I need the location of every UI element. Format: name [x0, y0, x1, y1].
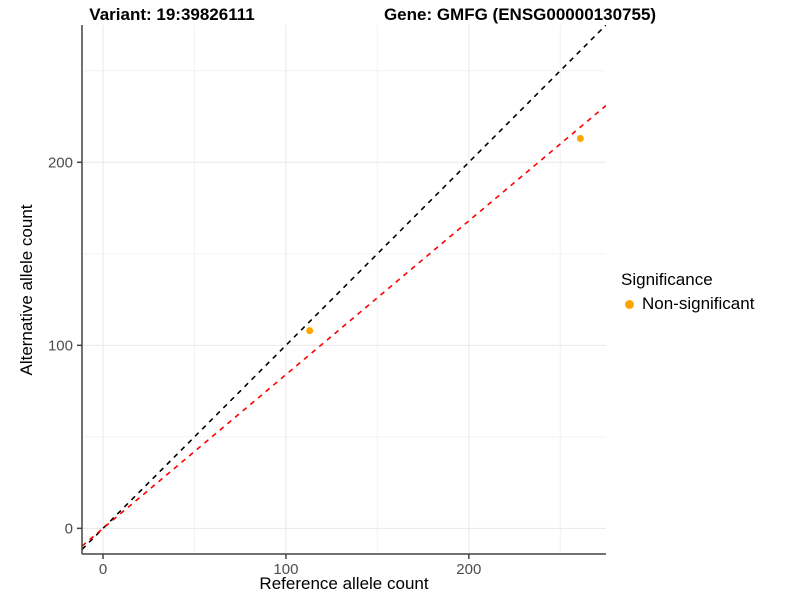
- x-tick-label: 0: [99, 561, 107, 578]
- y-tick-label: 100: [48, 337, 73, 354]
- legend-entry-label: Non-significant: [642, 294, 755, 313]
- plot-title-gene: Gene: GMFG (ENSG00000130755): [383, 5, 657, 24]
- x-tick-label: 200: [456, 561, 481, 578]
- y-tick-label: 200: [48, 154, 73, 171]
- legend-title: Significance: [621, 270, 713, 289]
- data-point: [576, 134, 584, 142]
- x-axis-title: Reference allele count: [259, 574, 429, 593]
- x-tick-label: 100: [273, 561, 298, 578]
- identity-line: [82, 25, 606, 550]
- legend: Significance Non-significant: [621, 270, 754, 314]
- y-axis-title: Alternative allele count: [17, 204, 36, 376]
- y-tick-label: 0: [65, 520, 73, 537]
- data-point: [306, 327, 314, 335]
- plot-title-variant: Variant: 19:39826111: [89, 5, 255, 24]
- legend-point-icon: [625, 299, 634, 309]
- legend-entry-non-significant: Non-significant: [621, 294, 754, 314]
- fit-line: [82, 104, 606, 547]
